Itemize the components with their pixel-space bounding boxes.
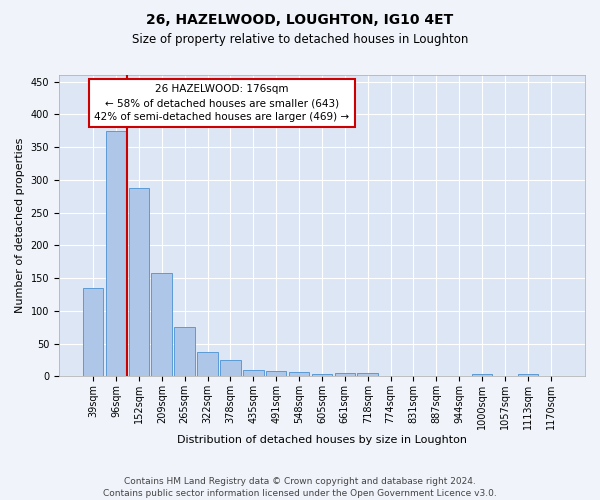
Bar: [220, 360, 241, 376]
Bar: [128, 188, 149, 376]
Bar: [311, 374, 332, 376]
Bar: [106, 130, 126, 376]
Bar: [83, 288, 103, 376]
Text: Contains HM Land Registry data © Crown copyright and database right 2024.: Contains HM Land Registry data © Crown c…: [124, 478, 476, 486]
X-axis label: Distribution of detached houses by size in Loughton: Distribution of detached houses by size …: [177, 435, 467, 445]
Bar: [472, 374, 493, 376]
Text: 26, HAZELWOOD, LOUGHTON, IG10 4ET: 26, HAZELWOOD, LOUGHTON, IG10 4ET: [146, 12, 454, 26]
Bar: [335, 373, 355, 376]
Bar: [266, 371, 286, 376]
Bar: [289, 372, 310, 376]
Bar: [358, 373, 378, 376]
Bar: [197, 352, 218, 376]
Text: 26 HAZELWOOD: 176sqm
← 58% of detached houses are smaller (643)
42% of semi-deta: 26 HAZELWOOD: 176sqm ← 58% of detached h…: [94, 84, 350, 122]
Bar: [243, 370, 263, 376]
Text: Contains public sector information licensed under the Open Government Licence v3: Contains public sector information licen…: [103, 489, 497, 498]
Y-axis label: Number of detached properties: Number of detached properties: [15, 138, 25, 314]
Bar: [151, 273, 172, 376]
Bar: [175, 327, 195, 376]
Bar: [518, 374, 538, 376]
Text: Size of property relative to detached houses in Loughton: Size of property relative to detached ho…: [132, 32, 468, 46]
